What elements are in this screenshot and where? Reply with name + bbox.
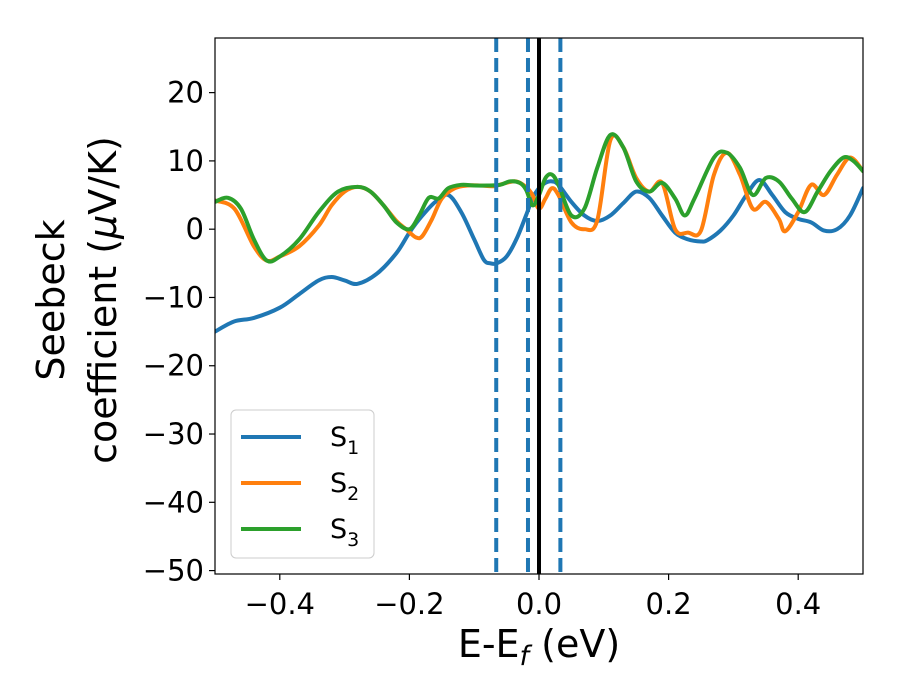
y-tick-label: −50 (143, 554, 204, 588)
y-tick-label: 0 (186, 212, 204, 246)
y-axis-title-line2: coefficient (μV/K) (81, 136, 125, 464)
x-axis-title-base: E-E (458, 622, 520, 666)
y-tick-label: 20 (167, 76, 204, 110)
legend-label-s1-sub: 1 (347, 437, 359, 459)
y-axis-title-line2-suffix: V/K) (81, 136, 125, 215)
x-axis-title-tail: (eV) (529, 622, 620, 666)
x-tick-label: 0.4 (775, 587, 821, 621)
y-axis-ticks: 20 10 0 −10 −20 −30 −40 −50 (143, 76, 215, 588)
y-tick-label: −40 (143, 485, 204, 519)
legend-label-s3-base: S (330, 514, 347, 545)
series-line-s3 (215, 132, 863, 264)
series-layer (215, 132, 863, 334)
y-tick-label: −20 (143, 349, 204, 383)
legend-box (230, 409, 375, 559)
x-tick-label: −0.4 (245, 587, 315, 621)
legend-label-s2: S2 (330, 468, 359, 505)
legend: S1 S2 S3 (230, 409, 375, 559)
legend-label-s1-base: S (330, 422, 347, 453)
legend-label-s3: S3 (330, 514, 359, 551)
y-axis-title-mu: μ (81, 215, 125, 240)
y-tick-label: −30 (143, 417, 204, 451)
series-line-s1 (215, 178, 863, 334)
x-tick-label: −0.2 (374, 587, 444, 621)
y-tick-label: 10 (167, 144, 204, 178)
vertical-lines (494, 38, 563, 574)
x-tick-label: 0.0 (516, 587, 562, 621)
x-axis-title: E-Ef (eV) (458, 622, 620, 672)
legend-label-s3-sub: 3 (347, 529, 359, 551)
x-axis-ticks: −0.4 −0.2 0.0 0.2 0.4 (245, 574, 821, 621)
legend-label-s2-base: S (330, 468, 347, 499)
legend-label-s1: S1 (330, 422, 359, 459)
x-tick-label: 0.2 (646, 587, 692, 621)
y-axis-title: Seebeck coefficient (μV/K) (29, 136, 125, 464)
y-tick-label: −10 (143, 280, 204, 314)
y-axis-title-line2-prefix: coefficient ( (81, 239, 125, 464)
legend-label-s2-sub: 2 (347, 483, 359, 505)
y-axis-title-line1: Seebeck (29, 219, 73, 380)
